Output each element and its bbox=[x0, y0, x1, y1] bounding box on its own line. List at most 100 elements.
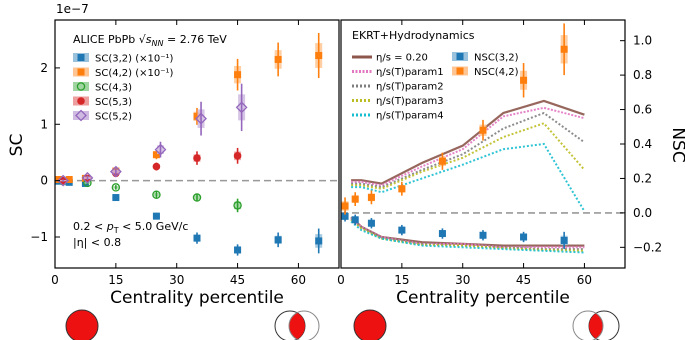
left-plot-frame bbox=[54, 19, 340, 269]
data-point bbox=[193, 154, 201, 162]
legend-label: SC(3,2) (×10⁻¹) bbox=[95, 54, 174, 65]
data-point bbox=[351, 216, 359, 224]
data-point bbox=[112, 194, 120, 202]
data-point bbox=[233, 201, 242, 210]
y-tick-label: 0.0 bbox=[633, 206, 652, 220]
x-tick-label: 60 bbox=[577, 273, 592, 287]
data-point bbox=[195, 112, 207, 125]
legend-label: SC(5,3) bbox=[95, 97, 132, 108]
y-tick-label: −1 bbox=[30, 230, 48, 244]
legend-label: SC(4,3) bbox=[95, 83, 132, 94]
data-point bbox=[479, 126, 487, 134]
data-point bbox=[193, 234, 201, 242]
peripheral-collision-icon bbox=[274, 310, 320, 340]
legend-label: SC(4,2) (×10⁻¹) bbox=[95, 68, 174, 79]
x-tick-label: 15 bbox=[394, 273, 409, 287]
data-point bbox=[152, 212, 160, 220]
legend-marker bbox=[75, 109, 87, 122]
data-point bbox=[398, 185, 406, 193]
x-tick-label: 30 bbox=[169, 273, 184, 287]
legend-label: η/s(T)param2 bbox=[376, 82, 444, 93]
x-tick-label: 30 bbox=[455, 273, 470, 287]
theory-curve bbox=[350, 217, 585, 249]
data-point bbox=[560, 45, 568, 53]
theory-curve bbox=[351, 122, 586, 190]
y-tick-label: 0.4 bbox=[633, 137, 652, 151]
left-y-axis-title: SC bbox=[7, 134, 27, 157]
legend-label: η/s(T)param1 bbox=[376, 67, 444, 78]
y-exponent-label: 1e−7 bbox=[56, 2, 89, 16]
right-y-axis-title: NSC bbox=[668, 127, 685, 162]
y-tick-label: 1.0 bbox=[633, 34, 652, 48]
data-point bbox=[520, 233, 528, 241]
left-x-axis-title: Centrality percentile bbox=[110, 288, 284, 308]
y-tick-label: 0.2 bbox=[633, 171, 652, 185]
data-point bbox=[479, 231, 487, 239]
x-tick-label: 45 bbox=[516, 273, 531, 287]
data-point bbox=[152, 162, 161, 171]
data-point bbox=[341, 212, 349, 220]
data-point bbox=[235, 101, 248, 114]
legend-label: SC(5,2) bbox=[95, 112, 132, 123]
theory-curve bbox=[351, 142, 586, 212]
y-tick-label: 0.8 bbox=[633, 68, 652, 82]
x-tick-label: 60 bbox=[291, 273, 306, 287]
legend-label: NSC(4,2) bbox=[474, 67, 519, 78]
data-point bbox=[274, 55, 282, 63]
data-point bbox=[65, 176, 73, 184]
x-tick-label: 0 bbox=[337, 273, 345, 287]
x-tick-label: 15 bbox=[108, 273, 123, 287]
y-tick-label: 2 bbox=[40, 61, 48, 75]
legend-marker bbox=[77, 54, 85, 61]
data-point bbox=[193, 112, 201, 120]
legend-marker bbox=[456, 53, 464, 60]
data-point bbox=[234, 246, 242, 254]
theory-curve bbox=[350, 216, 585, 247]
data-point bbox=[192, 193, 202, 202]
data-point bbox=[438, 157, 446, 165]
data-point bbox=[351, 195, 359, 203]
data-point bbox=[233, 152, 242, 160]
data-point bbox=[315, 52, 323, 60]
legend-swatch bbox=[73, 111, 89, 120]
legend-marker bbox=[77, 97, 85, 105]
x-tick-label: 45 bbox=[230, 273, 245, 287]
pt-cut-text: 0.2 < pT < 5.0 GeV/c bbox=[73, 220, 188, 235]
data-point bbox=[367, 219, 375, 227]
data-point bbox=[560, 236, 568, 244]
legend-marker bbox=[76, 82, 86, 91]
data-point bbox=[152, 151, 160, 159]
legend-label: η/s(T)param3 bbox=[376, 96, 444, 107]
central-collision-icon-right bbox=[353, 309, 387, 340]
legend-label: η/s(T)param4 bbox=[376, 111, 444, 122]
right-legend: η/s = 0.20 η/s(T)param1 η/s(T)param2 η/s(T)… bbox=[352, 52, 519, 122]
data-point bbox=[274, 236, 282, 244]
legend-marker bbox=[77, 68, 85, 76]
legend-label: NSC(3,2) bbox=[474, 53, 519, 64]
data-point bbox=[109, 165, 122, 178]
data-point bbox=[234, 71, 242, 79]
data-point bbox=[57, 174, 70, 187]
data-point bbox=[152, 190, 161, 199]
data-point bbox=[520, 76, 528, 84]
y-tick-label: 1 bbox=[40, 117, 48, 131]
theory-curve bbox=[350, 219, 585, 252]
x-tick-label: 0 bbox=[51, 273, 59, 287]
theory-curve bbox=[351, 111, 585, 189]
central-collision-icon bbox=[65, 309, 99, 340]
theory-curve bbox=[350, 220, 585, 254]
right-panel: 0 15 30 45 60 −0.2 0.0 0.2 0.4 0.6 0.8 1.0 NSC Cent… bbox=[337, 19, 685, 308]
y-tick-label: −0.2 bbox=[633, 240, 662, 254]
right-header-text: EKRT+Hydrodynamics bbox=[352, 29, 475, 42]
data-point bbox=[315, 237, 323, 245]
data-point bbox=[341, 202, 349, 210]
data-point bbox=[367, 193, 375, 201]
data-point bbox=[398, 226, 406, 234]
data-point bbox=[81, 171, 94, 184]
data-point bbox=[111, 183, 121, 192]
left-header-text: ALICE PbPb √sNN = 2.76 TeV bbox=[73, 33, 227, 48]
legend-swatch bbox=[73, 82, 89, 91]
y-tick-label: 0 bbox=[40, 174, 48, 188]
